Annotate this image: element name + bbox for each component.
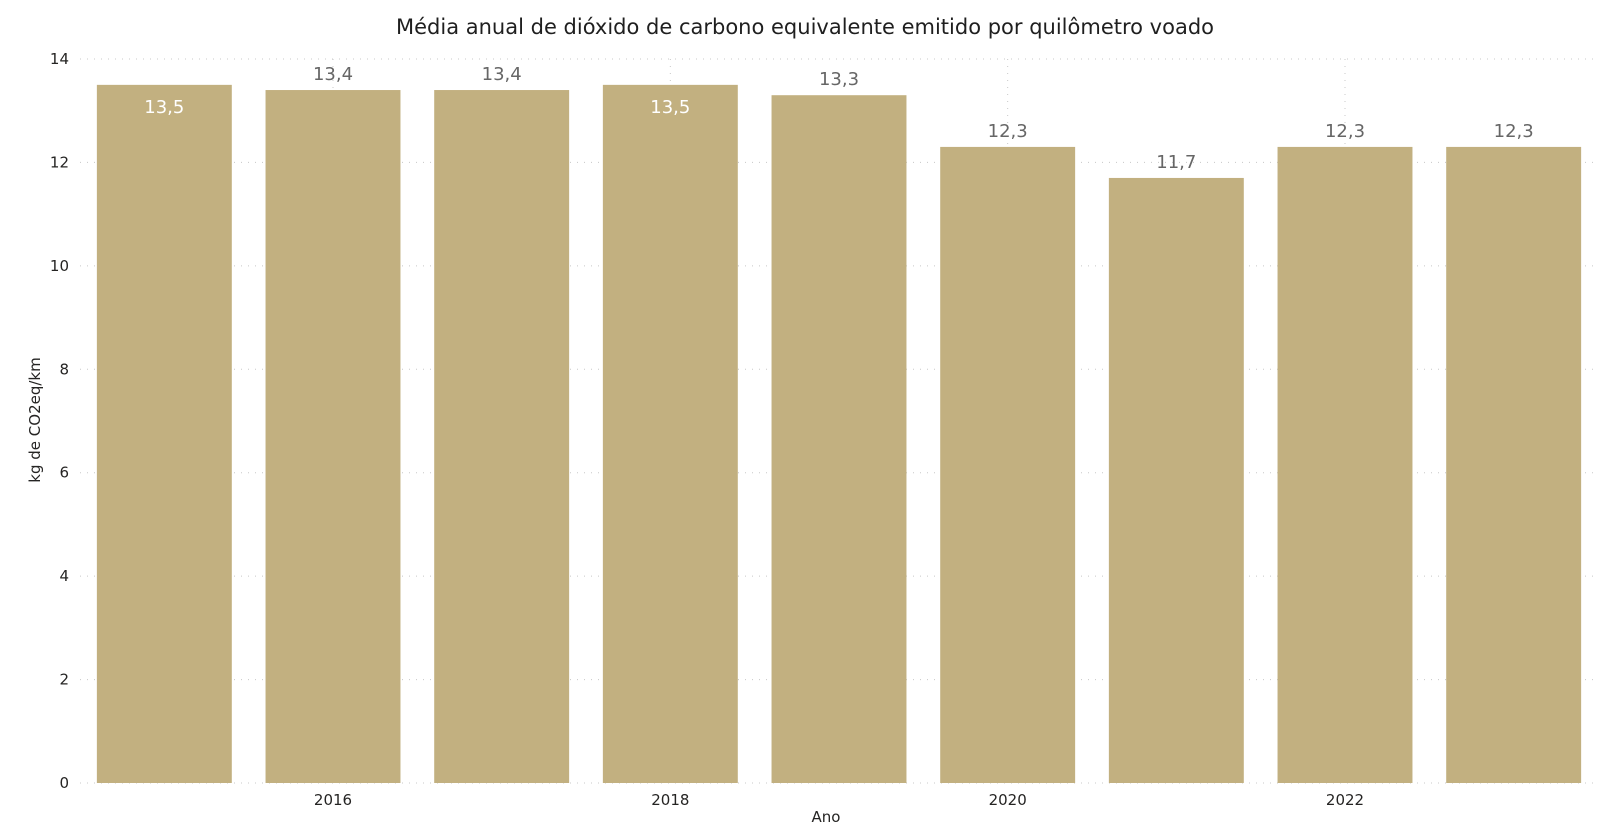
bar-2018 xyxy=(602,84,738,784)
data-label-2022: 12,3 xyxy=(1325,121,1365,142)
y-tick-label: 4 xyxy=(59,567,69,585)
x-tick-label: 2018 xyxy=(651,791,689,809)
bar-2023 xyxy=(1446,146,1582,783)
data-label-2019: 13,3 xyxy=(819,69,859,90)
data-labels: 13,5 13,4 13,4 13,5 13,3 12,3 11,7 12,3 12,3 xyxy=(144,64,1533,173)
bar-2017 xyxy=(434,90,570,784)
bar-2019 xyxy=(771,95,907,783)
x-tick-label: 2020 xyxy=(989,791,1027,809)
bar-2022 xyxy=(1277,146,1413,783)
bar-2020 xyxy=(940,146,1076,783)
bars xyxy=(96,84,1582,784)
y-tick-label: 0 xyxy=(59,774,69,792)
data-label-2020: 12,3 xyxy=(988,121,1028,142)
bar-2021 xyxy=(1108,177,1244,783)
data-label-2015: 13,5 xyxy=(144,97,184,118)
y-tick-label: 10 xyxy=(50,257,69,275)
y-tick-label: 12 xyxy=(50,153,69,171)
data-label-2023: 12,3 xyxy=(1494,121,1534,142)
y-tick-label: 8 xyxy=(59,360,69,378)
data-label-2016: 13,4 xyxy=(313,64,353,85)
x-tick-label: 2016 xyxy=(314,791,352,809)
data-label-2021: 11,7 xyxy=(1156,152,1196,173)
y-tick-label: 14 xyxy=(50,50,69,68)
bar-2016 xyxy=(265,90,401,784)
x-axis-ticks: 2016 2018 2020 2022 xyxy=(314,791,1364,809)
chart-title: Média anual de dióxido de carbono equiva… xyxy=(396,15,1214,39)
data-label-2018: 13,5 xyxy=(650,97,690,118)
bar-2015 xyxy=(96,84,232,784)
y-axis-ticks: 0 2 4 6 8 10 12 14 xyxy=(50,50,69,792)
x-axis-label: Ano xyxy=(812,808,841,826)
x-tick-label: 2022 xyxy=(1326,791,1364,809)
data-label-2017: 13,4 xyxy=(482,64,522,85)
y-axis-label: kg de CO2eq/km xyxy=(26,357,44,482)
y-tick-label: 2 xyxy=(59,671,69,689)
y-tick-label: 6 xyxy=(59,464,69,482)
